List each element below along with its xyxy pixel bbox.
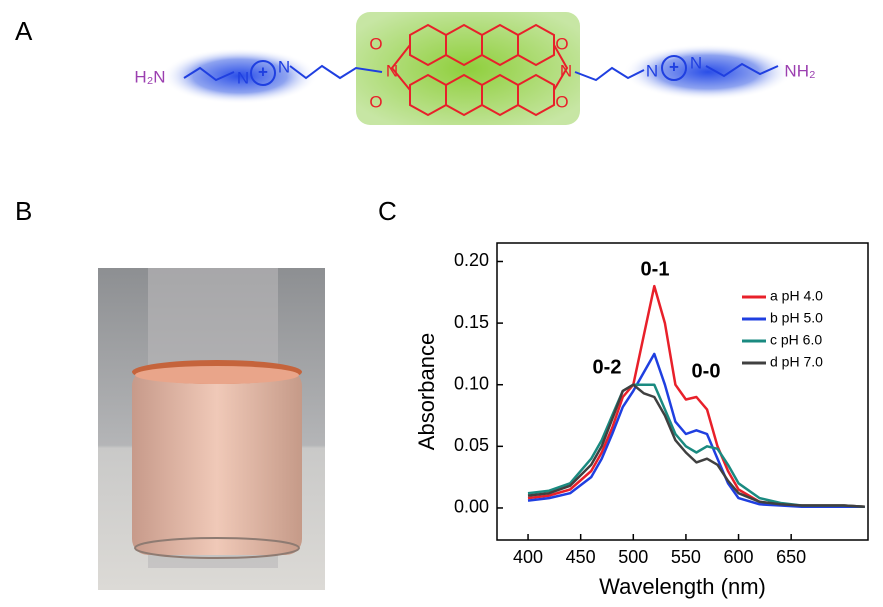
annotation: 0-0 <box>692 360 721 382</box>
figure: A B C <box>0 0 883 602</box>
atom-label: N <box>386 61 398 80</box>
series-line <box>528 385 865 507</box>
atom-label: N <box>560 61 572 80</box>
page: A B C <box>0 0 883 607</box>
x-tick-label: 500 <box>618 547 648 567</box>
legend-label: b pH 5.0 <box>770 310 823 326</box>
atom-label: N <box>237 68 249 87</box>
atom-label: N <box>646 61 658 80</box>
atom-label: H₂N <box>134 67 165 86</box>
legend-label: d pH 7.0 <box>770 354 823 370</box>
photo <box>98 268 325 590</box>
annotation: 0-1 <box>641 258 670 280</box>
panel-label: A <box>15 16 33 46</box>
atom-label: NH₂ <box>784 61 815 80</box>
atom-label: + <box>669 57 679 76</box>
atom-label: + <box>258 62 268 81</box>
y-tick-label: 0.20 <box>454 250 489 270</box>
y-tick-label: 0.10 <box>454 373 489 393</box>
atom-label: O <box>369 34 382 53</box>
y-tick-label: 0.00 <box>454 497 489 517</box>
y-tick-label: 0.05 <box>454 435 489 455</box>
annotation: 0-2 <box>593 356 622 378</box>
y-axis-label: Absorbance <box>414 333 439 450</box>
atom-label: N <box>690 53 702 72</box>
y-tick-label: 0.15 <box>454 312 489 332</box>
atom-label: O <box>555 92 568 111</box>
x-tick-label: 450 <box>566 547 596 567</box>
atom-label: N <box>278 57 290 76</box>
x-tick-label: 600 <box>724 547 754 567</box>
panel-label: C <box>378 196 397 226</box>
atom-label: O <box>369 92 382 111</box>
atom-label: O <box>555 34 568 53</box>
series-line <box>528 385 865 507</box>
panel-label: B <box>15 196 32 226</box>
x-axis-label: Wavelength (nm) <box>599 574 766 599</box>
x-tick-label: 550 <box>671 547 701 567</box>
legend-label: c pH 6.0 <box>770 332 822 348</box>
x-tick-label: 400 <box>513 547 543 567</box>
legend-label: a pH 4.0 <box>770 288 823 304</box>
x-tick-label: 650 <box>776 547 806 567</box>
